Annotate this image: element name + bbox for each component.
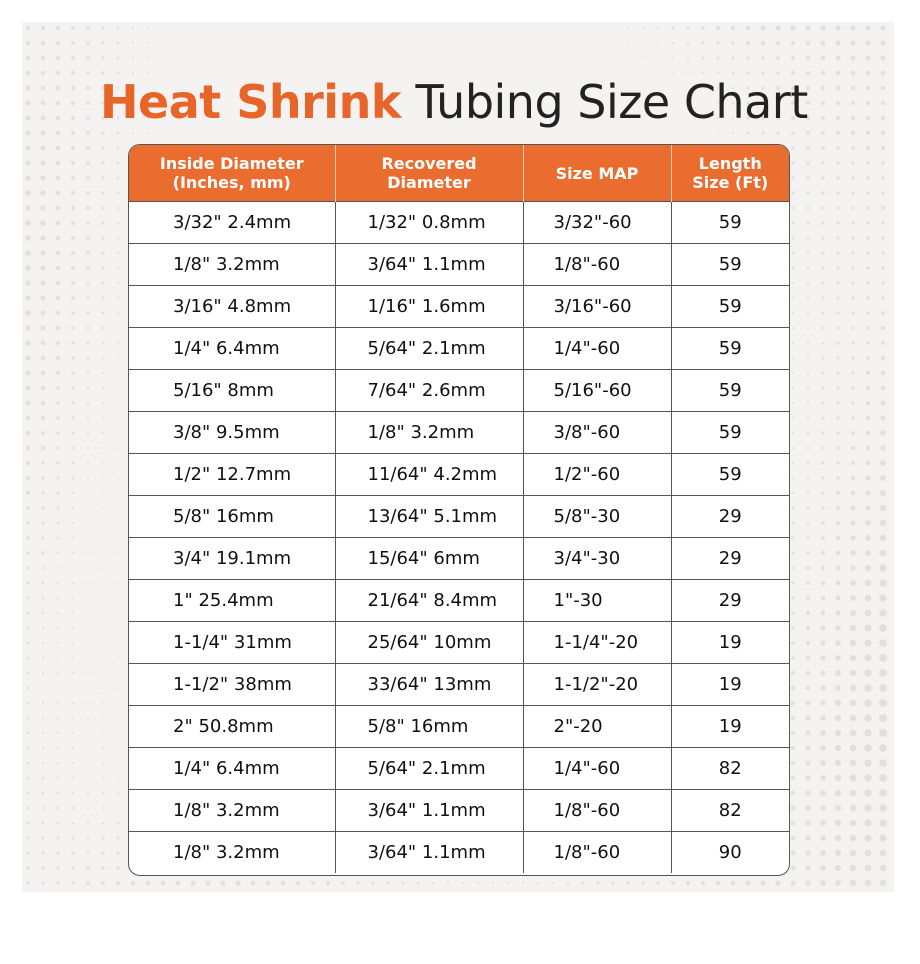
cell-size-map: 2"-20: [523, 705, 672, 748]
cell-inside-diameter: 1/8" 3.2mm: [129, 789, 336, 832]
header-line: Size MAP: [555, 163, 639, 183]
header-line: Size (Ft): [692, 173, 769, 192]
cell-recovered-diameter: 3/64" 1.1mm: [335, 831, 524, 873]
cell-recovered-diameter: 1/32" 0.8mm: [335, 201, 524, 244]
cell-size-map: 3/32"-60: [523, 201, 672, 244]
cell-size-map: 1/4"-60: [523, 747, 672, 790]
table-row: 1" 25.4mm 21/64" 8.4mm 1"-30 29: [129, 579, 789, 622]
cell-inside-diameter: 1/8" 3.2mm: [129, 243, 336, 286]
cell-inside-diameter: 1" 25.4mm: [129, 579, 336, 622]
cell-size-map: 3/16"-60: [523, 285, 672, 328]
cell-length: 82: [671, 789, 789, 832]
cell-length: 59: [671, 243, 789, 286]
cell-size-map: 5/16"-60: [523, 369, 672, 412]
cell-recovered-diameter: 3/64" 1.1mm: [335, 243, 524, 286]
cell-recovered-diameter: 25/64" 10mm: [335, 621, 524, 664]
cell-inside-diameter: 1-1/2" 38mm: [129, 663, 336, 706]
header-length: Length Size (Ft): [671, 145, 789, 202]
cell-size-map: 3/8"-60: [523, 411, 672, 454]
cell-length: 59: [671, 453, 789, 496]
table-row: 5/8" 16mm 13/64" 5.1mm 5/8"-30 29: [129, 495, 789, 538]
cell-size-map: 3/4"-30: [523, 537, 672, 580]
cell-recovered-diameter: 13/64" 5.1mm: [335, 495, 524, 538]
cell-length: 19: [671, 663, 789, 706]
cell-recovered-diameter: 7/64" 2.6mm: [335, 369, 524, 412]
cell-inside-diameter: 3/16" 4.8mm: [129, 285, 336, 328]
header-line: Recovered: [381, 154, 477, 173]
table-row: 1/8" 3.2mm 3/64" 1.1mm 1/8"-60 90: [129, 831, 789, 873]
cell-recovered-diameter: 5/64" 2.1mm: [335, 327, 524, 370]
cell-length: 59: [671, 369, 789, 412]
cell-size-map: 1-1/4"-20: [523, 621, 672, 664]
cell-length: 29: [671, 579, 789, 622]
cell-inside-diameter: 1/4" 6.4mm: [129, 747, 336, 790]
cell-inside-diameter: 1/4" 6.4mm: [129, 327, 336, 370]
cell-length: 19: [671, 705, 789, 748]
cell-inside-diameter: 3/4" 19.1mm: [129, 537, 336, 580]
table-row: 1/2" 12.7mm 11/64" 4.2mm 1/2"-60 59: [129, 453, 789, 496]
cell-size-map: 1/2"-60: [523, 453, 672, 496]
table-row: 2" 50.8mm 5/8" 16mm 2"-20 19: [129, 705, 789, 748]
cell-size-map: 1"-30: [523, 579, 672, 622]
cell-size-map: 1/8"-60: [523, 243, 672, 286]
background-panel: Heat Shrink Tubing Size Chart Inside Dia…: [22, 22, 894, 892]
cell-length: 19: [671, 621, 789, 664]
table-row: 3/8" 9.5mm 1/8" 3.2mm 3/8"-60 59: [129, 411, 789, 454]
cell-length: 29: [671, 495, 789, 538]
table-row: 1/4" 6.4mm 5/64" 2.1mm 1/4"-60 82: [129, 747, 789, 790]
cell-inside-diameter: 1-1/4" 31mm: [129, 621, 336, 664]
table-header-row: Inside Diameter (Inches, mm) Recovered Diam…: [129, 145, 789, 202]
table-row: 3/16" 4.8mm 1/16" 1.6mm 3/16"-60 59: [129, 285, 789, 328]
cell-size-map: 1/8"-60: [523, 831, 672, 873]
header-line: Diameter: [387, 173, 471, 192]
table-row: 1/4" 6.4mm 5/64" 2.1mm 1/4"-60 59: [129, 327, 789, 370]
header-line: (Inches, mm): [172, 173, 291, 192]
cell-recovered-diameter: 15/64" 6mm: [335, 537, 524, 580]
cell-recovered-diameter: 1/8" 3.2mm: [335, 411, 524, 454]
table-row: 1-1/4" 31mm 25/64" 10mm 1-1/4"-20 19: [129, 621, 789, 664]
cell-length: 59: [671, 201, 789, 244]
halftone-dot-pattern: [25, 25, 887, 887]
cell-length: 29: [671, 537, 789, 580]
table-row: 1/8" 3.2mm 3/64" 1.1mm 1/8"-60 82: [129, 789, 789, 832]
size-table: Inside Diameter (Inches, mm) Recovered Diam…: [128, 144, 790, 876]
cell-recovered-diameter: 33/64" 13mm: [335, 663, 524, 706]
header-size-map: Size MAP: [523, 145, 672, 202]
cell-inside-diameter: 1/2" 12.7mm: [129, 453, 336, 496]
cell-size-map: 1/4"-60: [523, 327, 672, 370]
cell-inside-diameter: 5/16" 8mm: [129, 369, 336, 412]
cell-size-map: 5/8"-30: [523, 495, 672, 538]
cell-length: 59: [671, 411, 789, 454]
title-bold: Heat Shrink: [100, 75, 401, 129]
cell-length: 90: [671, 831, 789, 873]
cell-recovered-diameter: 5/64" 2.1mm: [335, 747, 524, 790]
cell-recovered-diameter: 3/64" 1.1mm: [335, 789, 524, 832]
cell-inside-diameter: 3/32" 2.4mm: [129, 201, 336, 244]
cell-recovered-diameter: 21/64" 8.4mm: [335, 579, 524, 622]
cell-recovered-diameter: 11/64" 4.2mm: [335, 453, 524, 496]
table-row: 3/32" 2.4mm 1/32" 0.8mm 3/32"-60 59: [129, 201, 789, 244]
cell-recovered-diameter: 5/8" 16mm: [335, 705, 524, 748]
header-recovered-diameter: Recovered Diameter: [335, 145, 524, 202]
cell-length: 82: [671, 747, 789, 790]
table-body: 3/32" 2.4mm 1/32" 0.8mm 3/32"-60 59 1/8" 3.2…: [129, 201, 789, 873]
header-line: Inside Diameter: [159, 154, 304, 173]
cell-size-map: 1-1/2"-20: [523, 663, 672, 706]
header-inside-diameter: Inside Diameter (Inches, mm): [129, 145, 336, 202]
cell-length: 59: [671, 285, 789, 328]
cell-inside-diameter: 5/8" 16mm: [129, 495, 336, 538]
table-row: 3/4" 19.1mm 15/64" 6mm 3/4"-30 29: [129, 537, 789, 580]
cell-recovered-diameter: 1/16" 1.6mm: [335, 285, 524, 328]
cell-inside-diameter: 3/8" 9.5mm: [129, 411, 336, 454]
title-regular: Tubing Size Chart: [415, 75, 809, 129]
cell-length: 59: [671, 327, 789, 370]
cell-inside-diameter: 1/8" 3.2mm: [129, 831, 336, 873]
cell-size-map: 1/8"-60: [523, 789, 672, 832]
table-row: 5/16" 8mm 7/64" 2.6mm 5/16"-60 59: [129, 369, 789, 412]
header-line: Length: [698, 154, 762, 173]
cell-inside-diameter: 2" 50.8mm: [129, 705, 336, 748]
table-row: 1-1/2" 38mm 33/64" 13mm 1-1/2"-20 19: [129, 663, 789, 706]
chart-title: Heat Shrink Tubing Size Chart: [100, 72, 860, 132]
table-row: 1/8" 3.2mm 3/64" 1.1mm 1/8"-60 59: [129, 243, 789, 286]
